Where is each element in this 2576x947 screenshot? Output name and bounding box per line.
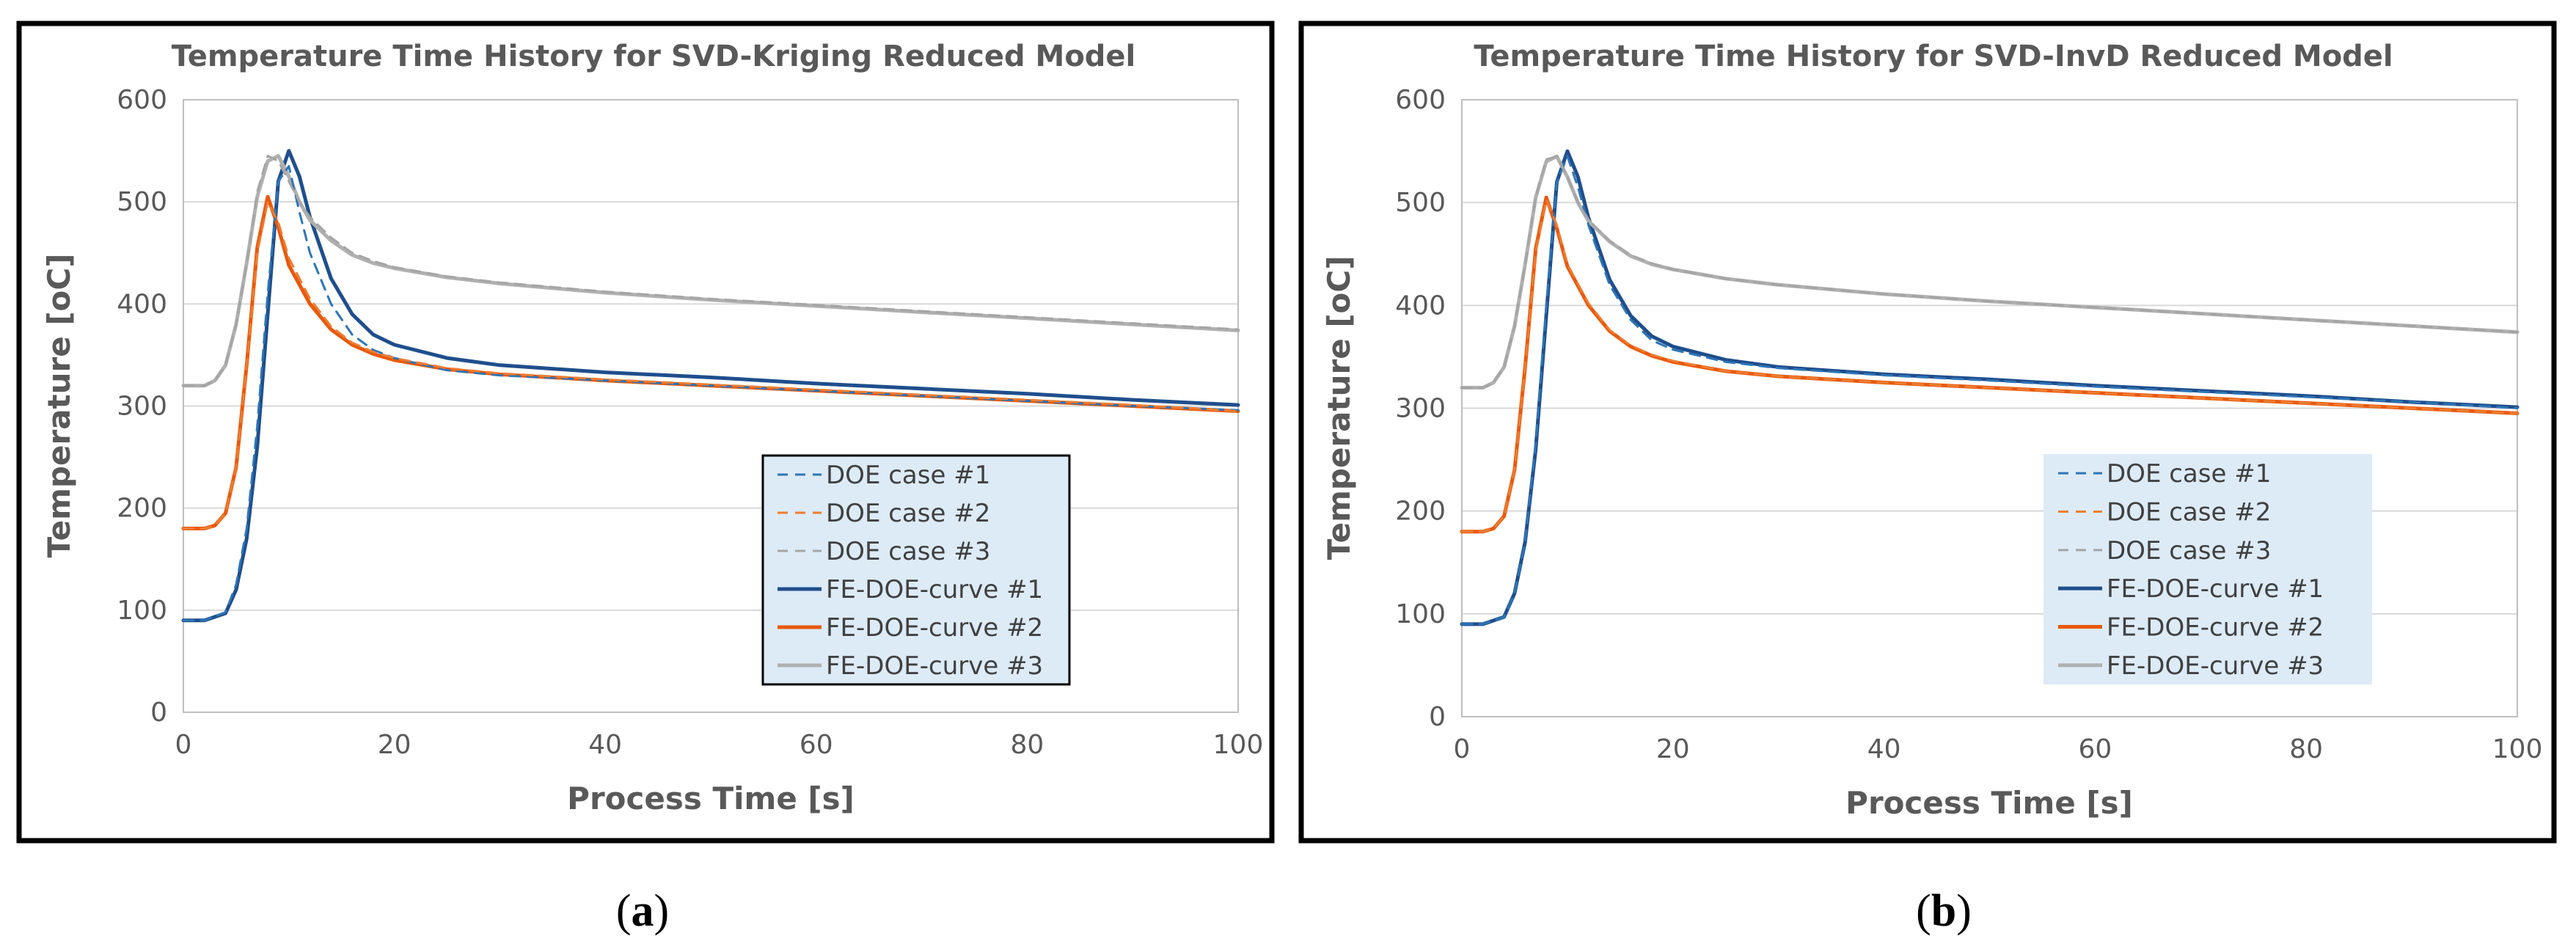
y-tick-label: 0 bbox=[150, 698, 167, 728]
y-tick-labels: 0 100 200 300 400 500 600 bbox=[117, 85, 167, 728]
x-tick-label: 40 bbox=[1867, 734, 1901, 764]
x-tick-label: 100 bbox=[1213, 730, 1264, 760]
legend-label: FE-DOE-curve #1 bbox=[2107, 574, 2324, 604]
y-axis-label: Temperature [oC] bbox=[1321, 256, 1357, 560]
chart-title: Temperature Time History for SVD-InvD Re… bbox=[1474, 40, 2393, 73]
legend-label: DOE case #3 bbox=[2107, 536, 2271, 566]
y-tick-label: 200 bbox=[1395, 497, 1446, 527]
legend-box bbox=[2043, 454, 2372, 684]
series-line-2 bbox=[182, 200, 1240, 530]
legend-label: DOE case #1 bbox=[2107, 459, 2271, 489]
legend-label: DOE case #2 bbox=[2107, 498, 2271, 527]
x-tick-label: 80 bbox=[2289, 734, 2323, 764]
y-tick-label: 400 bbox=[1395, 290, 1446, 321]
x-tick-label: 0 bbox=[1454, 734, 1471, 764]
chart-panel-a: Temperature Time History for SVD-Kriging… bbox=[16, 21, 1275, 936]
series-lines bbox=[1460, 149, 2520, 626]
y-tick-label: 500 bbox=[1395, 188, 1446, 218]
x-axis-label: Process Time [s] bbox=[1845, 785, 2133, 821]
legend-label: DOE case #3 bbox=[826, 537, 990, 566]
legend: DOE case #1 DOE case #2 DOE case #3 FE-DOE-… bbox=[2043, 454, 2372, 684]
series-line-1 bbox=[182, 165, 1240, 622]
x-tick-labels: 0 20 40 60 80 100 bbox=[1454, 734, 2543, 764]
series-lines bbox=[181, 149, 1240, 623]
series-line-4 bbox=[181, 149, 1240, 623]
legend-label: FE-DOE-curve #2 bbox=[2107, 613, 2324, 643]
y-tick-label: 500 bbox=[117, 187, 167, 217]
series-line-2 bbox=[1460, 198, 2519, 533]
x-tick-labels: 0 20 40 60 80 100 bbox=[175, 730, 1264, 760]
y-tick-label: 300 bbox=[1395, 394, 1446, 424]
y-tick-label: 200 bbox=[117, 494, 167, 524]
chart-title: Temperature Time History for SVD-Kriging… bbox=[172, 40, 1136, 73]
legend-label: FE-DOE-curve #2 bbox=[826, 613, 1043, 643]
legend-label: DOE case #1 bbox=[826, 461, 990, 490]
chart-panel-b: Temperature Time History for SVD-InvD Re… bbox=[1298, 21, 2557, 936]
x-tick-label: 100 bbox=[2492, 734, 2543, 764]
legend-label: FE-DOE-curve #3 bbox=[2107, 651, 2324, 681]
y-tick-label: 100 bbox=[1395, 599, 1446, 629]
y-tick-labels: 0 100 200 300 400 500 600 bbox=[1395, 85, 1446, 732]
y-tick-label: 400 bbox=[117, 289, 167, 319]
x-tick-label: 80 bbox=[1010, 730, 1044, 760]
series-line-1 bbox=[1460, 155, 2519, 626]
legend: DOE case #1 DOE case #2 DOE case #3 FE-DOE-… bbox=[761, 454, 1071, 686]
x-tick-label: 60 bbox=[799, 730, 833, 760]
x-tick-label: 20 bbox=[1656, 734, 1690, 764]
legend-label: FE-DOE-curve #3 bbox=[826, 651, 1043, 681]
legend-label: DOE case #2 bbox=[826, 499, 990, 528]
y-tick-label: 100 bbox=[117, 596, 167, 626]
y-tick-label: 300 bbox=[117, 392, 167, 422]
y-tick-label: 0 bbox=[1429, 702, 1446, 732]
y-tick-label: 600 bbox=[117, 85, 167, 115]
series-line-3 bbox=[182, 155, 1240, 387]
x-tick-label: 40 bbox=[588, 730, 622, 760]
x-tick-label: 20 bbox=[378, 730, 411, 760]
panel-frame bbox=[16, 21, 1275, 844]
panel-caption-b: (b) bbox=[1916, 886, 1972, 936]
y-tick-label: 600 bbox=[1395, 85, 1446, 115]
x-tick-label: 60 bbox=[2078, 734, 2112, 764]
legend-label: FE-DOE-curve #1 bbox=[826, 575, 1043, 604]
panel-frame bbox=[1298, 21, 2557, 844]
x-axis-label: Process Time [s] bbox=[567, 780, 855, 816]
y-axis-label: Temperature [oC] bbox=[41, 254, 77, 558]
panel-caption-a: (a) bbox=[616, 886, 669, 936]
series-line-3 bbox=[1460, 155, 2519, 389]
x-tick-label: 0 bbox=[175, 730, 192, 760]
legend-box bbox=[761, 454, 1071, 686]
